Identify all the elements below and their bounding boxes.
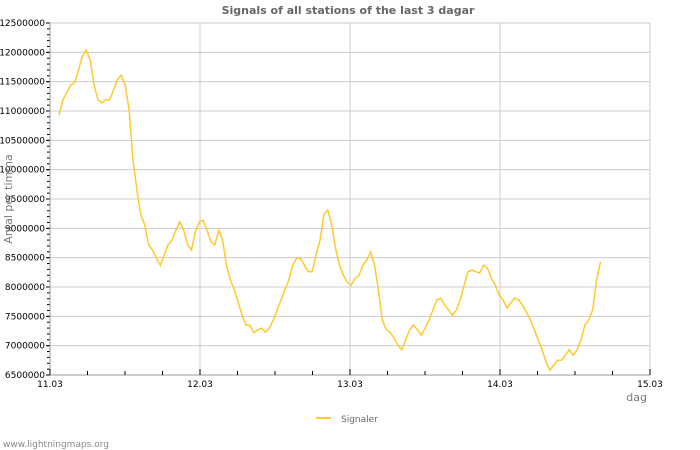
x-tick-label: 14.03 [487,380,513,390]
footer-credit[interactable]: www.lightningmaps.org [3,440,109,450]
x-tick-label: 11.03 [37,380,63,390]
chart-title: Signals of all stations of the last 3 da… [222,4,475,17]
grid [50,22,651,376]
y-tick-label: 7500000 [5,312,45,322]
y-tick-label: 7000000 [5,342,45,352]
y-tick-label: 12500000 [0,19,45,29]
y-tick-label: 8500000 [5,254,45,264]
y-tick-label: 12000000 [0,48,45,58]
x-tick-label: 13.03 [337,380,363,390]
x-tick-label: 15.03 [637,380,663,390]
legend-label: Signaler [341,415,378,425]
y-tick-label: 10500000 [0,136,45,146]
series-line-signaler [58,48,602,372]
y-axis-label: Antal per timma [2,154,15,243]
y-tick-label: 8000000 [5,283,45,293]
y-tick-label: 10000000 [0,166,45,176]
y-tick-label: 11500000 [0,78,45,88]
x-axis-label: dag [626,391,647,404]
legend: Signaler [316,415,378,425]
y-tick-label: 6500000 [5,371,45,381]
y-tick-label: 9000000 [5,224,45,234]
y-axis: 6500000 7000000 7500000 8000000 8500000 90000… [0,19,51,381]
x-tick-label: 12.03 [187,380,213,390]
y-tick-label: 11000000 [0,107,45,117]
y-tick-label: 9500000 [5,195,45,205]
x-axis: 11.03 12.03 13.03 14.03 15.03 [37,369,663,390]
